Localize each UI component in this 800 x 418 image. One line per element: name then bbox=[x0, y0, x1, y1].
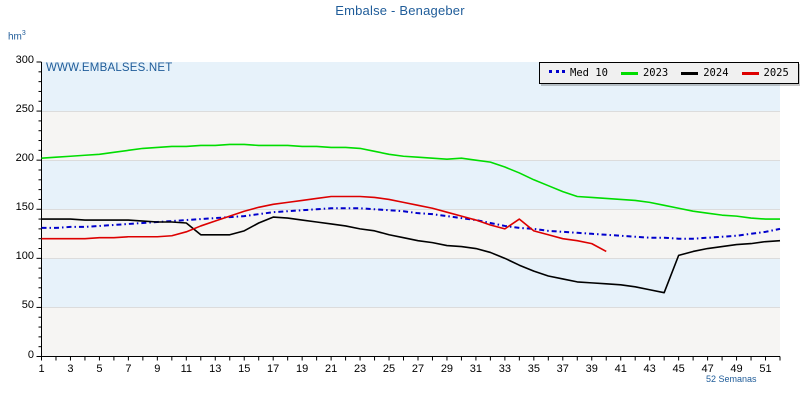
legend-label: 2023 bbox=[642, 67, 669, 79]
watermark-text: WWW.EMBALSES.NET bbox=[46, 62, 173, 74]
x-tick-label: 19 bbox=[296, 362, 309, 375]
x-tick-label: 17 bbox=[267, 362, 280, 375]
x-axis-caption: 52 Semanas bbox=[706, 374, 757, 384]
x-tick-label: 11 bbox=[180, 362, 192, 375]
x-tick-label: 23 bbox=[353, 362, 367, 375]
x-tick-label: 7 bbox=[125, 362, 132, 375]
gridlines bbox=[41, 111, 780, 308]
series-line-2024 bbox=[41, 216, 781, 294]
data-series-layer bbox=[41, 143, 781, 294]
y-tick-label: 200 bbox=[15, 152, 34, 165]
x-tick-label: 15 bbox=[238, 362, 251, 375]
y-tick-label: 50 bbox=[21, 299, 34, 312]
x-tick-label: 1 bbox=[38, 362, 45, 375]
legend-swatch-icon bbox=[681, 71, 699, 75]
x-tick-label: 25 bbox=[382, 362, 396, 375]
legend-item-2025[interactable]: 2025 bbox=[741, 67, 789, 79]
x-tick-label: 5 bbox=[96, 362, 103, 375]
legend-swatch-icon bbox=[741, 71, 759, 75]
x-tick-label: 29 bbox=[440, 362, 454, 375]
series-line-2025 bbox=[41, 195, 607, 253]
y-axis-ticks bbox=[36, 61, 42, 357]
y-tick-label: 0 bbox=[27, 348, 34, 361]
x-tick-label: 51 bbox=[759, 362, 772, 375]
x-tick-label: 33 bbox=[498, 362, 511, 375]
x-tick-label: 41 bbox=[614, 362, 627, 375]
x-axis-ticks bbox=[41, 356, 781, 361]
x-tick-label: 27 bbox=[411, 362, 425, 375]
background-bands bbox=[41, 62, 780, 356]
legend-item-2023[interactable]: 2023 bbox=[620, 67, 669, 79]
legend-swatch-icon bbox=[620, 71, 638, 75]
y-axis-unit-text: hm bbox=[8, 31, 22, 43]
legend-label: Med 10 bbox=[570, 67, 608, 79]
x-tick-label: 35 bbox=[527, 362, 540, 375]
y-tick-label: 250 bbox=[15, 103, 34, 116]
legend-item-med-10[interactable]: Med 10 bbox=[549, 67, 608, 79]
x-tick-label: 31 bbox=[469, 362, 483, 375]
x-tick-label: 47 bbox=[701, 362, 714, 375]
y-axis-unit-label: hm3 bbox=[8, 30, 26, 42]
chart-legend: Med 10 2023 2024 2025 bbox=[539, 62, 799, 84]
x-tick-label: 21 bbox=[324, 362, 338, 375]
x-tick-label: 37 bbox=[556, 362, 569, 375]
x-tick-label: 9 bbox=[154, 362, 161, 375]
y-tick-label: 300 bbox=[15, 54, 34, 66]
y-tick-label: 100 bbox=[15, 250, 34, 263]
x-tick-label: 39 bbox=[585, 362, 598, 375]
series-line-2023 bbox=[41, 143, 780, 220]
y-tick-label: 150 bbox=[15, 201, 34, 214]
x-tick-label: 49 bbox=[730, 362, 743, 375]
y-axis-unit-exponent: 3 bbox=[21, 30, 26, 37]
x-tick-label: 13 bbox=[209, 362, 222, 375]
x-tick-label: 45 bbox=[672, 362, 685, 375]
legend-swatch-icon bbox=[549, 70, 565, 76]
x-tick-label: 43 bbox=[643, 362, 656, 375]
legend-label: 2024 bbox=[703, 67, 729, 79]
legend-item-2024[interactable]: 2024 bbox=[681, 67, 729, 79]
page-title: Embalse - Benageber bbox=[335, 3, 465, 18]
x-tick-label: 3 bbox=[67, 362, 74, 375]
legend-label: 2025 bbox=[763, 67, 789, 79]
